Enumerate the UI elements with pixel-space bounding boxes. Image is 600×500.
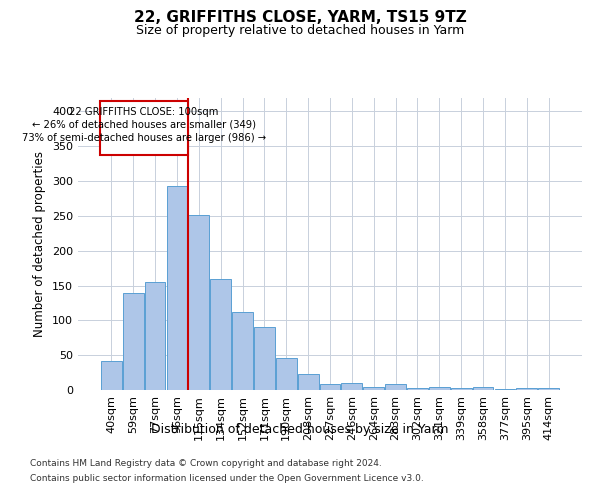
Bar — [254, 326, 275, 390]
Bar — [145, 282, 166, 390]
Bar — [341, 383, 362, 390]
Text: 73% of semi-detached houses are larger (986) →: 73% of semi-detached houses are larger (… — [22, 133, 266, 143]
Bar — [167, 186, 187, 390]
Bar — [123, 292, 143, 390]
Bar — [517, 388, 537, 390]
Text: 22, GRIFFITHS CLOSE, YARM, TS15 9TZ: 22, GRIFFITHS CLOSE, YARM, TS15 9TZ — [134, 10, 466, 25]
Bar — [320, 384, 340, 390]
Text: Contains HM Land Registry data © Crown copyright and database right 2024.: Contains HM Land Registry data © Crown c… — [30, 459, 382, 468]
Bar — [276, 358, 296, 390]
Bar — [364, 386, 384, 390]
Text: Size of property relative to detached houses in Yarm: Size of property relative to detached ho… — [136, 24, 464, 37]
Bar — [188, 215, 209, 390]
Bar — [298, 374, 319, 390]
Text: 22 GRIFFITHS CLOSE: 100sqm: 22 GRIFFITHS CLOSE: 100sqm — [70, 106, 219, 117]
Bar — [407, 388, 428, 390]
Bar — [232, 312, 253, 390]
Bar — [473, 387, 493, 390]
Text: Contains public sector information licensed under the Open Government Licence v3: Contains public sector information licen… — [30, 474, 424, 483]
Bar — [494, 388, 515, 390]
Bar — [538, 388, 559, 390]
Y-axis label: Number of detached properties: Number of detached properties — [34, 151, 46, 337]
Bar — [101, 361, 122, 390]
Bar — [210, 278, 231, 390]
Text: Distribution of detached houses by size in Yarm: Distribution of detached houses by size … — [151, 422, 449, 436]
Bar — [100, 101, 188, 154]
Text: ← 26% of detached houses are smaller (349): ← 26% of detached houses are smaller (34… — [32, 120, 256, 130]
Bar — [385, 384, 406, 390]
Bar — [429, 387, 450, 390]
Bar — [451, 388, 472, 390]
